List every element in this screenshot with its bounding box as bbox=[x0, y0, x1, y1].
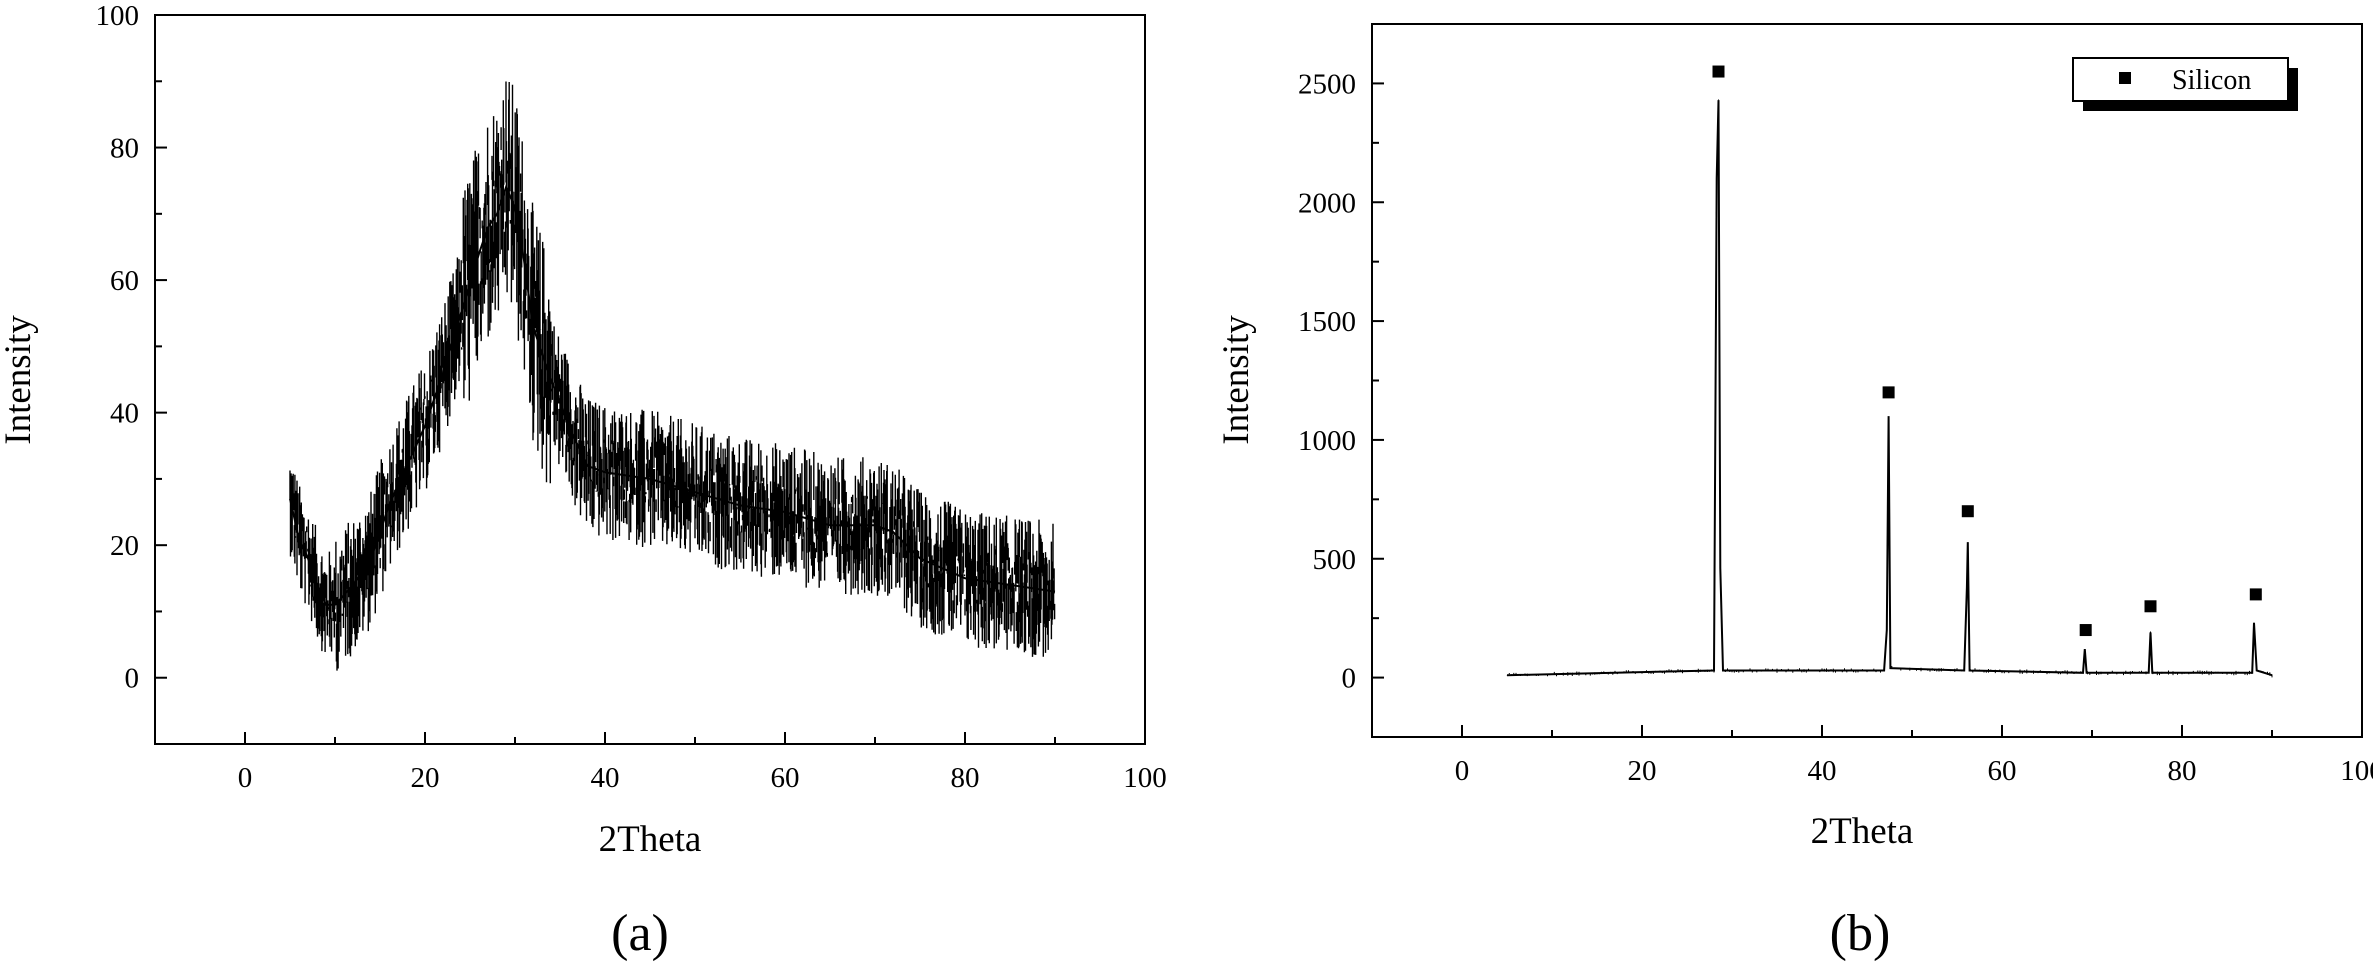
y-tick-label: 80 bbox=[110, 133, 139, 165]
noise-strokes bbox=[289, 81, 1056, 671]
peak-marker bbox=[2144, 600, 2157, 613]
legend-entry-silicon: Silicon bbox=[2172, 65, 2251, 96]
panel-a-x-axis-title: 2Theta bbox=[599, 819, 702, 860]
y-tick-label: 1500 bbox=[1298, 306, 1356, 338]
peak-marker bbox=[1961, 505, 1974, 518]
panel-b-y-tick-labels: 0 500 1000 1500 2000 2500 bbox=[1298, 68, 1356, 694]
panel-b-x-ticks bbox=[1461, 725, 2363, 737]
x-tick-label: 40 bbox=[1808, 755, 1837, 787]
y-tick-label: 500 bbox=[1313, 544, 1357, 576]
x-tick-label: 20 bbox=[411, 762, 440, 794]
y-tick-label: 100 bbox=[96, 0, 140, 32]
legend-box bbox=[2072, 57, 2289, 102]
panel-b-x-tick-labels: 0 20 40 60 80 100 bbox=[1455, 755, 2373, 787]
y-tick-label: 1000 bbox=[1298, 425, 1356, 457]
x-tick-label: 60 bbox=[771, 762, 800, 794]
panel-b-y-axis-title: Intensity bbox=[1216, 315, 1257, 445]
panel-a-y-tick-labels: 0 20 40 60 80 100 bbox=[96, 0, 140, 695]
panel-a: 0 20 40 60 80 100 0 20 40 60 80 100 2Theta Intensi… bbox=[0, 0, 1167, 962]
x-tick-label: 0 bbox=[238, 762, 253, 794]
x-tick-label: 80 bbox=[2168, 755, 2197, 787]
panel-a-x-ticks bbox=[244, 732, 1146, 744]
panel-b-plot-frame bbox=[1371, 23, 2363, 738]
panel-a-label: (a) bbox=[611, 905, 669, 962]
panel-a-y-axis-title: Intensity bbox=[0, 315, 39, 445]
y-tick-label: 0 bbox=[1342, 663, 1357, 695]
panel-b-series-line bbox=[1506, 100, 2273, 677]
peak-marker bbox=[2249, 588, 2262, 601]
panel-a-noise-band bbox=[289, 81, 1056, 671]
y-tick-label: 20 bbox=[110, 530, 139, 562]
y-tick-label: 2500 bbox=[1298, 68, 1356, 100]
x-tick-label: 0 bbox=[1455, 755, 1470, 787]
panel-b-legend: Silicon bbox=[2072, 57, 2298, 111]
peak-marker bbox=[1712, 65, 1725, 78]
peak-marker bbox=[1882, 386, 1895, 399]
panel-a-x-tick-labels: 0 20 40 60 80 100 bbox=[238, 762, 1167, 794]
panel-a-y-ticks bbox=[155, 14, 167, 745]
panel-b-y-ticks bbox=[1372, 23, 1384, 738]
x-tick-label: 60 bbox=[1988, 755, 2017, 787]
panel-b-x-axis-title: 2Theta bbox=[1811, 811, 1914, 852]
y-tick-label: 60 bbox=[110, 265, 139, 297]
peak-marker bbox=[2079, 624, 2092, 637]
x-tick-label: 100 bbox=[2340, 755, 2373, 787]
panel-a-plot-frame bbox=[154, 14, 1146, 745]
y-tick-label: 0 bbox=[125, 663, 140, 695]
x-tick-label: 20 bbox=[1628, 755, 1657, 787]
y-tick-label: 2000 bbox=[1298, 187, 1356, 219]
y-tick-label: 40 bbox=[110, 398, 139, 430]
panel-b-peak-markers bbox=[1712, 65, 2262, 637]
x-tick-label: 40 bbox=[591, 762, 620, 794]
x-tick-label: 100 bbox=[1123, 762, 1167, 794]
panel-b-label: (b) bbox=[1830, 905, 1891, 962]
legend-square-marker-icon bbox=[2119, 72, 2131, 84]
x-tick-label: 80 bbox=[951, 762, 980, 794]
panel-a-series-line bbox=[289, 184, 1056, 606]
panel-b: 0 20 40 60 80 100 0 500 1000 1500 2000 2500 Silico… bbox=[1216, 23, 2373, 962]
